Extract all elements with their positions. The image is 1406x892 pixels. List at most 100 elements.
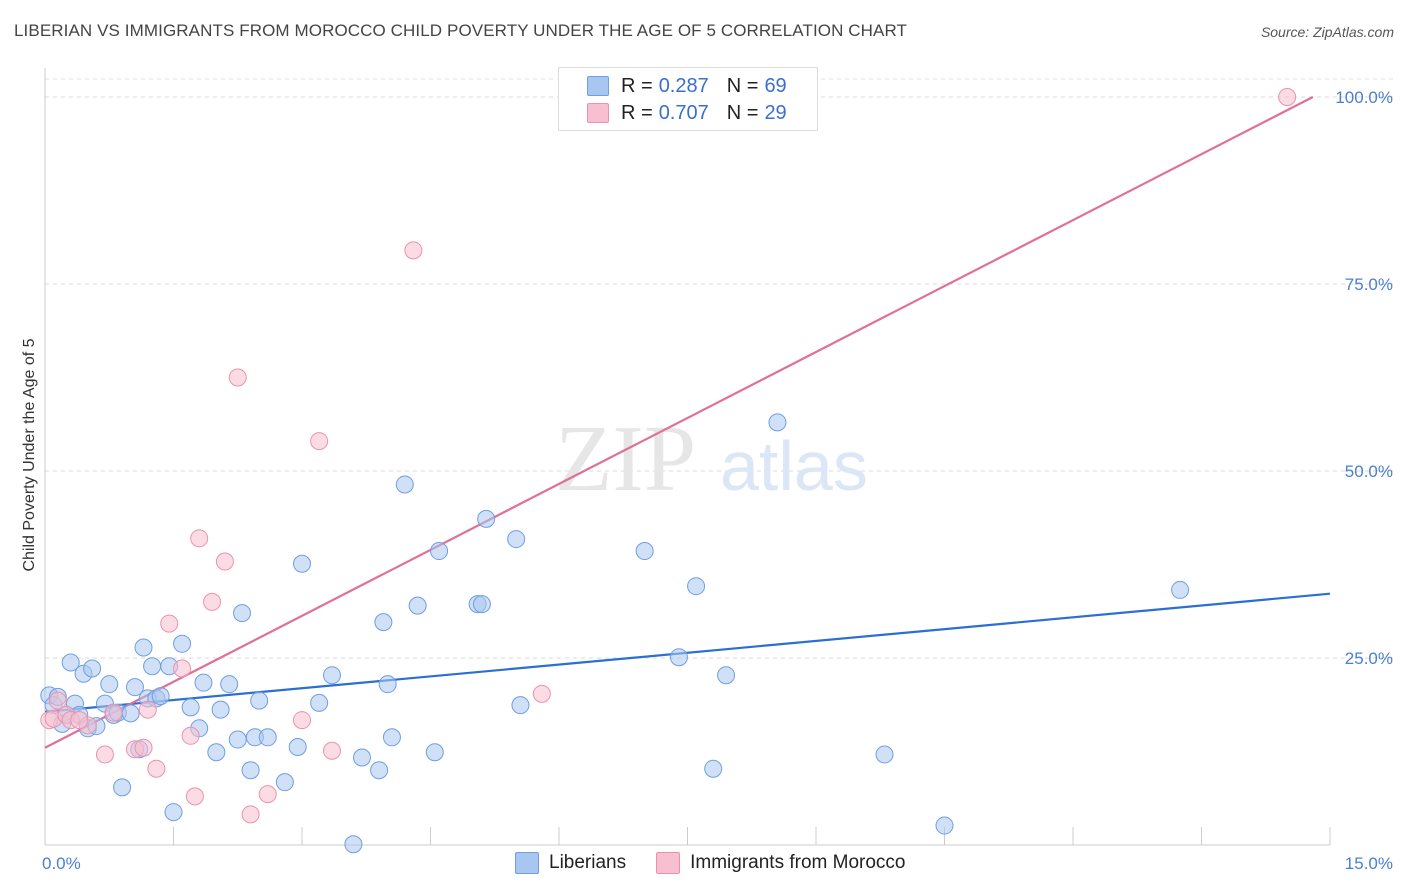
morocco-point-21 <box>258 785 277 804</box>
liberians-point-57 <box>477 509 496 528</box>
watermark-atlas: atlas <box>720 427 868 505</box>
liberians-point-41 <box>288 738 307 757</box>
morocco-point-17 <box>203 592 222 611</box>
y-tick-label-2: 75.0% <box>1345 275 1393 294</box>
liberians-point-10 <box>83 659 102 678</box>
liberians-point-35 <box>233 604 252 623</box>
morocco-point-28 <box>70 711 89 730</box>
morocco-point-22 <box>293 711 311 730</box>
y-tick-label-0: 25.0% <box>1345 649 1393 668</box>
morocco-point-12 <box>160 614 179 633</box>
morocco-point-16 <box>190 529 209 548</box>
liberians-point-16 <box>113 778 132 797</box>
liberians-point-60 <box>635 542 654 561</box>
chart-title: LIBERIAN VS IMMIGRANTS FROM MOROCCO CHIL… <box>14 21 908 40</box>
liberians-point-58 <box>507 530 526 549</box>
liberians-point-42 <box>293 554 311 573</box>
liberians-point-63 <box>704 759 723 778</box>
morocco-point-20 <box>241 805 260 824</box>
liberians-point-22 <box>143 657 162 676</box>
morocco-point-24 <box>322 741 341 760</box>
morocco-trend-line <box>44 96 1314 749</box>
legend-label-morocco: Immigrants from Morocco <box>690 852 906 873</box>
liberians-point-17 <box>121 704 140 723</box>
r-label: R = <box>621 101 653 124</box>
liberians-swatch <box>515 852 539 874</box>
liberians-point-24 <box>151 687 170 706</box>
y-tick-label-1: 50.0% <box>1345 462 1393 481</box>
liberians-point-52 <box>408 596 427 615</box>
morocco-swatch <box>587 103 609 123</box>
legend-item-morocco: Immigrants from Morocco <box>656 852 905 874</box>
series-legend: Liberians Immigrants from Morocco <box>515 852 935 874</box>
liberians-point-45 <box>344 835 363 854</box>
liberians-point-43 <box>310 693 329 712</box>
liberians-point-61 <box>669 648 688 667</box>
morocco-point-26 <box>532 684 551 703</box>
liberians-point-28 <box>181 698 200 717</box>
n-label: N = <box>726 74 759 97</box>
liberians-point-5 <box>61 653 80 672</box>
r-label: R = <box>621 74 653 97</box>
liberians-point-46 <box>352 748 371 767</box>
liberians-point-18 <box>125 678 144 697</box>
morocco-point-27 <box>1278 88 1297 106</box>
liberians-point-34 <box>228 730 247 749</box>
r-value-liberians: 0.287 <box>658 74 709 97</box>
x-tick-label-0: 0.0% <box>42 854 81 873</box>
liberians-point-33 <box>220 675 239 694</box>
liberians-point-65 <box>768 413 787 432</box>
liberians-point-20 <box>134 638 153 657</box>
liberians-point-49 <box>378 675 397 694</box>
y-axis-title: Child Poverty Under the Age of 5 <box>21 338 38 571</box>
n-value-morocco: 29 <box>764 101 787 124</box>
liberians-point-26 <box>164 803 183 822</box>
liberians-point-50 <box>382 728 401 747</box>
liberians-point-44 <box>322 666 341 685</box>
legend-row-morocco: R = 0.707 N = 29 <box>587 100 805 126</box>
morocco-point-9 <box>134 738 153 757</box>
x-tick-label-1: 15.0% <box>1345 854 1393 873</box>
stats-legend: R = 0.287 N = 69 R = 0.707 N = 29 <box>558 67 818 131</box>
liberians-point-32 <box>211 700 230 719</box>
liberians-point-53 <box>425 743 444 762</box>
liberians-point-40 <box>275 773 294 792</box>
liberians-point-62 <box>687 577 706 596</box>
morocco-swatch <box>656 852 681 874</box>
liberians-point-68 <box>1171 580 1190 599</box>
morocco-point-10 <box>138 700 157 719</box>
watermark-zip: ZIP <box>555 407 696 511</box>
liberians-point-47 <box>370 761 389 780</box>
liberians-point-59 <box>511 696 530 715</box>
data-points <box>40 88 1297 854</box>
liberians-point-66 <box>875 745 894 764</box>
axes <box>44 68 1331 846</box>
liberians-point-38 <box>250 691 269 710</box>
liberians-point-48 <box>374 613 393 632</box>
morocco-point-2 <box>48 691 67 710</box>
legend-item-liberians: Liberians <box>515 852 626 874</box>
legend-label-liberians: Liberians <box>549 852 627 873</box>
morocco-point-23 <box>310 432 329 451</box>
liberians-point-67 <box>935 816 954 835</box>
liberians-point-39 <box>258 728 277 747</box>
morocco-point-25 <box>404 241 423 260</box>
morocco-point-11 <box>147 759 166 778</box>
morocco-point-14 <box>181 726 200 745</box>
liberians-point-27 <box>173 634 192 653</box>
morocco-point-6 <box>95 745 114 764</box>
liberians-point-64 <box>717 666 736 685</box>
liberians-point-51 <box>395 475 414 494</box>
morocco-point-19 <box>228 368 247 387</box>
liberians-point-56 <box>472 595 491 614</box>
morocco-point-15 <box>185 787 204 806</box>
watermark: ZIP atlas <box>555 407 868 511</box>
liberians-swatch <box>587 76 609 96</box>
source-label: Source: ZipAtlas.com <box>1260 24 1394 40</box>
grid-lines <box>45 78 1395 659</box>
tick-labels: 25.0% 50.0% 75.0% 100.0% 0.0% 15.0% <box>42 88 1393 873</box>
n-value-liberians: 69 <box>764 74 787 97</box>
liberians-point-31 <box>207 743 226 762</box>
morocco-point-18 <box>215 552 234 571</box>
